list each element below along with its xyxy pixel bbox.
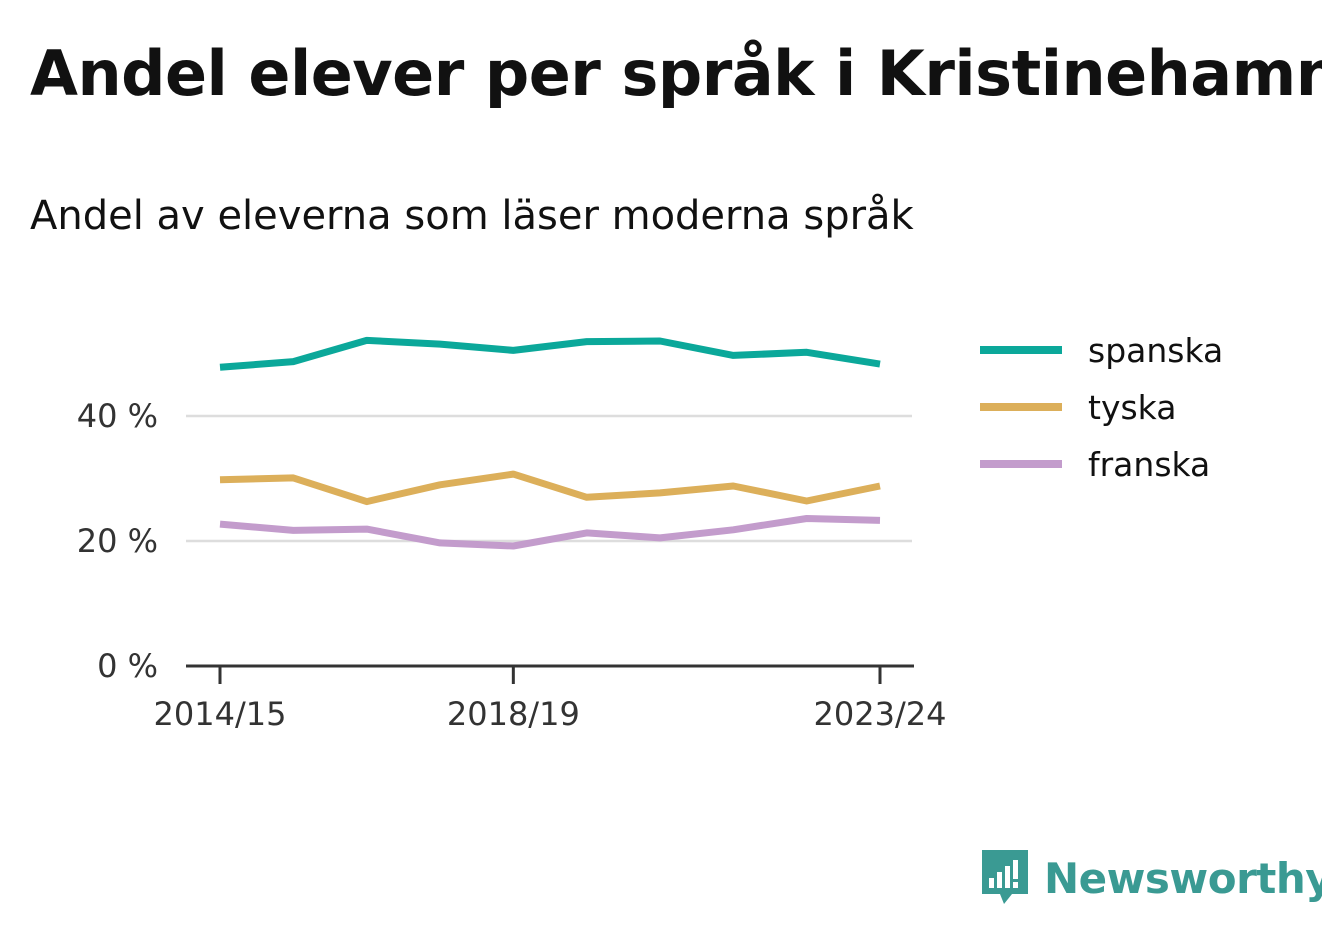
y-tick-label: 20 % bbox=[77, 522, 158, 560]
legend-label-spanska: spanska bbox=[1088, 331, 1223, 370]
series-lines bbox=[219, 336, 881, 550]
series-line-spanska bbox=[219, 336, 881, 371]
y-tick-label: 40 % bbox=[77, 397, 158, 435]
legend-label-tyska: tyska bbox=[1088, 388, 1176, 427]
axes: 0 % 20 % 40 % 2014/15 2018/19 2023/24 bbox=[77, 397, 947, 733]
brand-name: Newsworthy bbox=[1044, 853, 1322, 903]
series-line-tyska bbox=[219, 470, 881, 506]
x-tick-label: 2018/19 bbox=[447, 695, 580, 733]
x-tick-label: 2014/15 bbox=[154, 695, 287, 733]
legend: spanska tyska franska bbox=[980, 331, 1223, 484]
newsworthy-logo-icon bbox=[982, 850, 1028, 904]
series-line-franska bbox=[219, 515, 881, 550]
y-tick-label: 0 % bbox=[97, 647, 158, 685]
legend-label-franska: franska bbox=[1088, 445, 1210, 484]
chart-title: Andel elever per språk i Kristinehamn bbox=[30, 37, 1322, 110]
chart-subtitle: Andel av eleverna som läser moderna språ… bbox=[30, 193, 914, 239]
brand: Newsworthy bbox=[980, 848, 1322, 908]
x-tick-label: 2023/24 bbox=[814, 695, 947, 733]
